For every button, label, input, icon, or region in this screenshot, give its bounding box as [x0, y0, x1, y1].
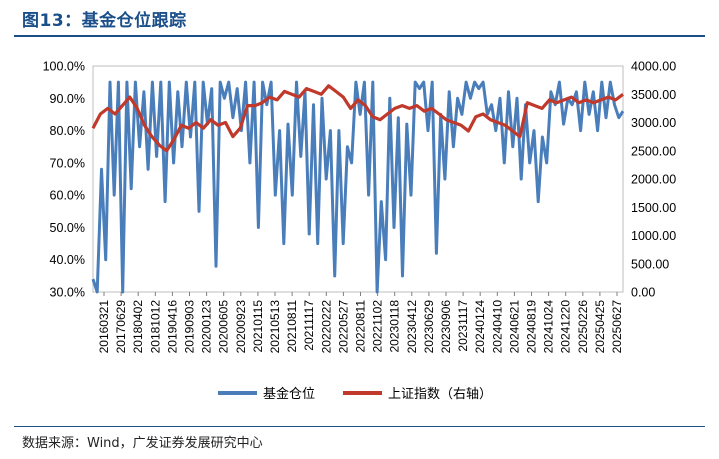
x-tick-label: 20211117	[302, 300, 316, 351]
footer-rule	[14, 426, 705, 427]
left-tick-label: 90.0%	[50, 92, 85, 106]
legend-label-fund-position: 基金仓位	[263, 386, 315, 402]
x-tick-label: 20190903	[183, 300, 197, 354]
x-tick-label: 20241024	[542, 300, 556, 354]
series-layer	[91, 80, 625, 294]
legend-label-index: 上证指数（右轴）	[388, 387, 492, 402]
x-tick-label: 20240410	[490, 300, 504, 354]
x-tick-label: 20221102	[371, 300, 385, 353]
source-note: 数据来源：Wind，广发证券发展研究中心	[22, 436, 263, 451]
right-tick-label: 4000.00	[631, 60, 676, 74]
x-tick-label: 20230629	[422, 300, 436, 354]
x-tick-label: 20220527	[336, 300, 350, 354]
x-tick-label: 20210513	[268, 300, 282, 354]
x-tick-label: 20240819	[525, 300, 539, 354]
x-tick-label: 20160321	[97, 300, 111, 354]
x-tick-label: 20250425	[593, 300, 607, 354]
left-tick-label: 80.0%	[50, 124, 85, 138]
x-tick-label: 20210115	[251, 300, 265, 353]
x-tick-label: 20230412	[405, 300, 419, 354]
x-tick-label: 20180402	[131, 300, 145, 354]
left-tick-label: 70.0%	[50, 156, 85, 170]
x-tick-label: 20231117	[456, 300, 470, 352]
right-tick-label: 3000.00	[631, 116, 676, 130]
left-tick-label: 40.0%	[50, 253, 85, 267]
x-tick-label: 20170629	[114, 300, 128, 354]
left-tick-label: 100.0%	[43, 60, 85, 74]
left-tick-label: 50.0%	[50, 221, 85, 235]
x-tick-label: 20240124	[473, 300, 487, 354]
x-tick-label: 20210811	[285, 300, 299, 353]
x-tick-label: 20200123	[200, 300, 214, 354]
x-tick-label: 20230906	[439, 300, 453, 354]
x-tick-label: 20230118	[388, 300, 402, 353]
x-tick-label: 20250226	[576, 300, 590, 354]
x-tick-label: 20240621	[507, 300, 521, 354]
x-tick-label: 20200923	[234, 300, 248, 354]
chart-title: 图13：基金仓位跟踪	[22, 11, 187, 31]
x-tick-label: 20220222	[319, 300, 333, 354]
legend: 基金仓位 上证指数（右轴）	[218, 386, 492, 402]
right-tick-label: 2500.00	[631, 144, 676, 158]
right-tick-label: 500.00	[631, 257, 669, 271]
right-tick-label: 0.00	[631, 286, 655, 300]
title-rule	[14, 35, 705, 37]
right-tick-label: 3500.00	[631, 88, 676, 102]
x-tick-label: 20250627	[610, 300, 624, 354]
series-fund-position-line	[91, 80, 625, 294]
x-axis: 20160321 20170629 20180402 20181012 20190416…	[97, 292, 624, 353]
right-axis: 0.00 500.00 1000.00 1500.00 2000.00 2500.00 30…	[631, 60, 676, 300]
x-tick-label: 20200605	[217, 300, 231, 354]
x-tick-label: 20190416	[165, 300, 179, 354]
x-tick-label: 20181012	[148, 300, 162, 354]
right-tick-label: 2000.00	[631, 173, 676, 187]
x-tick-label: 20241220	[559, 300, 573, 354]
series-index-line	[91, 84, 624, 153]
left-tick-label: 60.0%	[50, 189, 85, 203]
left-axis: 30.0% 40.0% 50.0% 60.0% 70.0% 80.0% 90.0% 100.0…	[43, 60, 85, 300]
right-tick-label: 1500.00	[631, 201, 676, 215]
left-tick-label: 30.0%	[50, 286, 85, 300]
right-tick-label: 1000.00	[631, 229, 676, 243]
x-tick-label: 20220811	[354, 300, 368, 353]
